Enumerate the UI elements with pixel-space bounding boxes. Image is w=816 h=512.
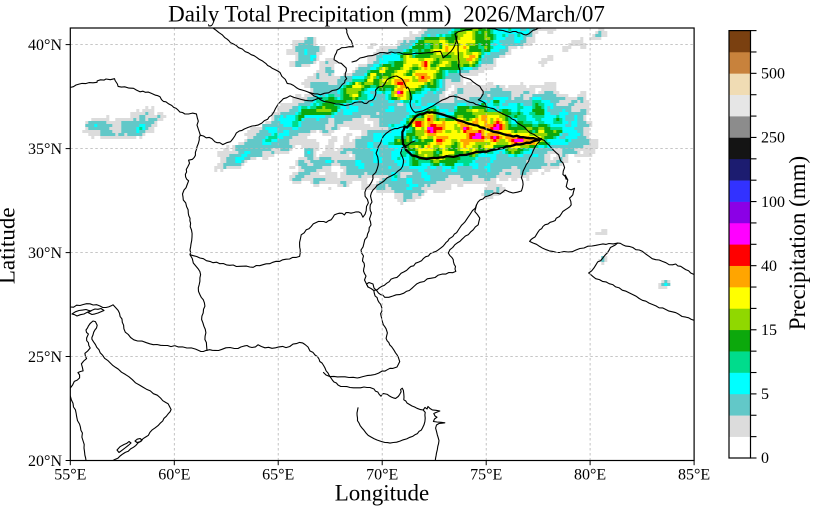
svg-text:75°E: 75°E bbox=[470, 467, 502, 484]
svg-text:0: 0 bbox=[761, 450, 769, 467]
svg-text:Longitude: Longitude bbox=[335, 481, 430, 506]
svg-text:20°N: 20°N bbox=[28, 453, 62, 470]
svg-text:80°E: 80°E bbox=[574, 467, 606, 484]
svg-text:5: 5 bbox=[761, 386, 769, 403]
svg-text:Precipitation (mm): Precipitation (mm) bbox=[785, 156, 810, 330]
svg-text:65°E: 65°E bbox=[262, 467, 294, 484]
svg-text:Latitude: Latitude bbox=[0, 207, 20, 284]
svg-text:85°E: 85°E bbox=[678, 467, 710, 484]
svg-text:40°N: 40°N bbox=[28, 37, 62, 54]
svg-text:250: 250 bbox=[761, 130, 785, 147]
svg-text:60°E: 60°E bbox=[158, 467, 190, 484]
svg-text:30°N: 30°N bbox=[28, 245, 62, 262]
svg-text:500: 500 bbox=[761, 66, 785, 83]
svg-text:100: 100 bbox=[761, 194, 785, 211]
svg-text:15: 15 bbox=[761, 322, 777, 339]
svg-text:25°N: 25°N bbox=[28, 349, 62, 366]
svg-text:35°N: 35°N bbox=[28, 141, 62, 158]
svg-text:55°E: 55°E bbox=[54, 467, 86, 484]
svg-text:70°E: 70°E bbox=[366, 467, 398, 484]
svg-text:Daily Total Precipitation (mm): Daily Total Precipitation (mm) 2026/Marc… bbox=[168, 2, 605, 27]
svg-text:40: 40 bbox=[761, 258, 777, 275]
